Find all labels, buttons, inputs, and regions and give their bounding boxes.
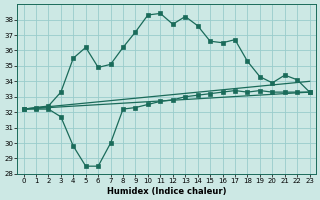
X-axis label: Humidex (Indice chaleur): Humidex (Indice chaleur) — [107, 187, 226, 196]
